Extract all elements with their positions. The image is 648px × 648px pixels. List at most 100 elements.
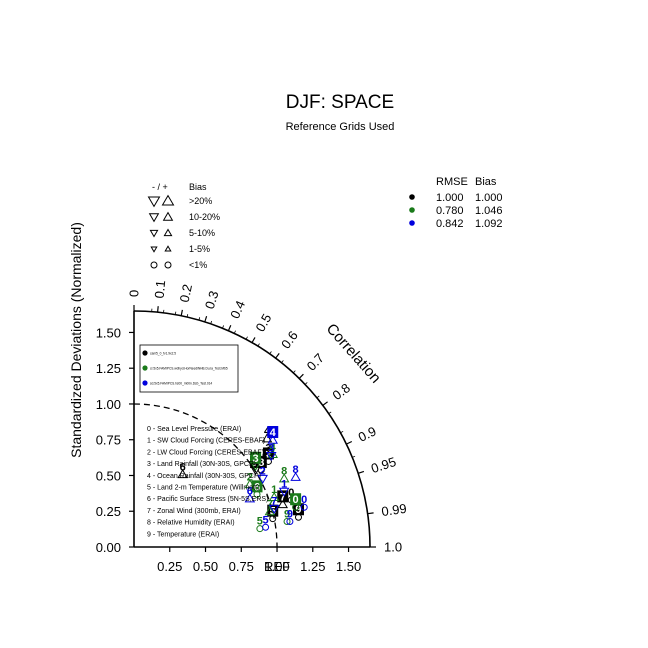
marker-triangle xyxy=(278,487,290,497)
bias-legend-circle xyxy=(164,261,172,269)
corr-tick-label: 0.1 xyxy=(152,280,169,299)
marker-label-box xyxy=(277,490,289,503)
corr-tick xyxy=(227,324,232,331)
marker-label-box xyxy=(251,480,263,493)
correlation-arc xyxy=(133,310,371,548)
bias-legend-tri-up xyxy=(162,211,174,221)
marker-label: 0 xyxy=(301,494,307,506)
corr-tick-label: 0.5 xyxy=(253,311,275,334)
marker-label: 2 xyxy=(260,466,266,478)
axes: 0.000.250.500.751.001.251.500.25 0.50 0.75… xyxy=(96,280,408,574)
y-tick-label: 1.25 xyxy=(96,361,121,376)
x-tick-label: 0.75 xyxy=(229,559,254,574)
corr-tick-label: 1.0 xyxy=(384,540,402,555)
chart-subtitle: Reference Grids Used xyxy=(286,121,395,133)
marker-label: 2 xyxy=(247,471,253,483)
marker-circle xyxy=(300,503,308,511)
marker-label: 6 xyxy=(247,486,253,498)
corr-minor-tick xyxy=(269,351,272,355)
marker-circle xyxy=(262,523,270,531)
corr-tick xyxy=(275,353,280,359)
corr-tick xyxy=(358,470,365,474)
marker-label: 7 xyxy=(267,499,273,511)
corr-tick xyxy=(157,306,159,313)
y-tick-label: 1.00 xyxy=(96,397,121,412)
stats-legend-bias: 1.046 xyxy=(475,205,503,217)
corr-minor-tick xyxy=(210,320,213,324)
marker-label-box xyxy=(250,451,262,464)
bias-legend-tri-down xyxy=(147,196,161,208)
corr-tick-label: 0.4 xyxy=(227,298,248,321)
x-tick-label: 1.25 xyxy=(300,559,325,574)
marker-triangle xyxy=(257,474,268,484)
stats-legend-bias: 1.000 xyxy=(475,192,503,204)
data-markers: 012345678901234567890123456789 xyxy=(177,426,308,533)
x-tick-label: 1.00 xyxy=(264,559,289,574)
case-legend-box xyxy=(139,344,239,393)
variable-legend-item: 1 - SW Cloud Forcing (CERES-EBAF) xyxy=(147,438,265,445)
corr-tick-label: 0.7 xyxy=(304,350,327,373)
bias-legend-label: 5-10% xyxy=(189,228,215,238)
corr-minor-tick xyxy=(316,395,320,399)
stats-legend-bias: 1.092 xyxy=(475,218,503,230)
y-axis-label: Standardized Deviations (Normalized) xyxy=(68,222,84,458)
corr-minor-tick xyxy=(328,411,332,414)
corr-minor-tick xyxy=(281,360,284,364)
marker-label: 0 xyxy=(293,494,299,506)
marker-label: 3 xyxy=(268,443,274,455)
corr-tick xyxy=(204,315,208,323)
marker-triangle xyxy=(278,473,290,483)
marker-label: 4 xyxy=(270,441,277,453)
marker-label: 0 xyxy=(288,487,294,499)
corr-minor-tick xyxy=(245,336,248,340)
marker-label-box xyxy=(262,447,274,460)
marker-label: 1 xyxy=(271,484,277,496)
variable-legend-item: 6 - Pacific Surface Stress (5N-5S,ERS) xyxy=(147,496,268,503)
bias-legend-label: <1% xyxy=(189,260,207,270)
corr-tick-label: 0.2 xyxy=(177,283,195,304)
corr-minor-tick xyxy=(233,330,236,334)
corr-tick-label: 0.3 xyxy=(202,289,222,311)
marker-label: 6 xyxy=(180,461,186,473)
marker-triangle xyxy=(177,469,188,479)
bias-legend-tri-up xyxy=(163,228,173,237)
legends: - / + Bias >20% 10-20% 5-10% 1-5% <1% RMSE Bias 1… xyxy=(139,176,503,538)
y-tick-label: 0.00 xyxy=(96,540,121,555)
marker-triangle xyxy=(261,433,273,443)
corr-minor-tick xyxy=(186,314,189,318)
marker-triangle xyxy=(266,451,277,462)
bias-legend-label: >20% xyxy=(189,196,212,206)
stats-legend-dot xyxy=(409,207,415,213)
case-legend-dot xyxy=(142,380,148,386)
bias-legend-tri-down xyxy=(150,246,158,253)
bias-legend-tri-up xyxy=(161,194,175,206)
marker-label: 3 xyxy=(253,453,259,465)
variable-legend-item: 4 - Ocean Rainfall (30N-30S, GPCP) xyxy=(147,473,261,480)
marker-triangle xyxy=(264,506,276,516)
marker-label: 1 xyxy=(281,478,287,490)
corr-minor-tick xyxy=(293,370,296,374)
corr-tick-label: 0.95 xyxy=(369,454,398,476)
marker-label: 8 xyxy=(293,464,299,476)
marker-label: 4 xyxy=(270,427,277,439)
variable-legend-item: 2 - LW Cloud Forcing (CERES-EBAF) xyxy=(147,449,264,456)
corr-minor-tick xyxy=(352,455,356,458)
variable-legend-item: 7 - Zonal Wind (300mb, ERAI) xyxy=(147,508,241,515)
bias-legend-label: 10-20% xyxy=(189,212,220,222)
corr-tick-label: 0.99 xyxy=(380,501,407,519)
stats-legend-dot xyxy=(409,220,415,226)
marker-label: 5 xyxy=(263,514,269,526)
case-legend-dot xyxy=(142,365,148,371)
corr-minor-tick xyxy=(304,382,308,385)
bias-legend-tri-down xyxy=(148,213,160,223)
stats-legend-rmse: 0.842 xyxy=(436,218,464,230)
y-tick-label: 0.25 xyxy=(96,504,121,519)
marker-triangle xyxy=(290,471,301,481)
marker-label: 7 xyxy=(280,491,286,503)
marker-label: 9 xyxy=(284,509,290,521)
marker-label: 5 xyxy=(257,516,263,528)
x-tick-label: 0.25 xyxy=(157,559,182,574)
stats-legend-rmse-header: RMSE xyxy=(436,176,468,188)
variable-legend-item: 9 - Temperature (ERAI) xyxy=(147,531,219,538)
corr-minor-tick xyxy=(174,311,177,315)
